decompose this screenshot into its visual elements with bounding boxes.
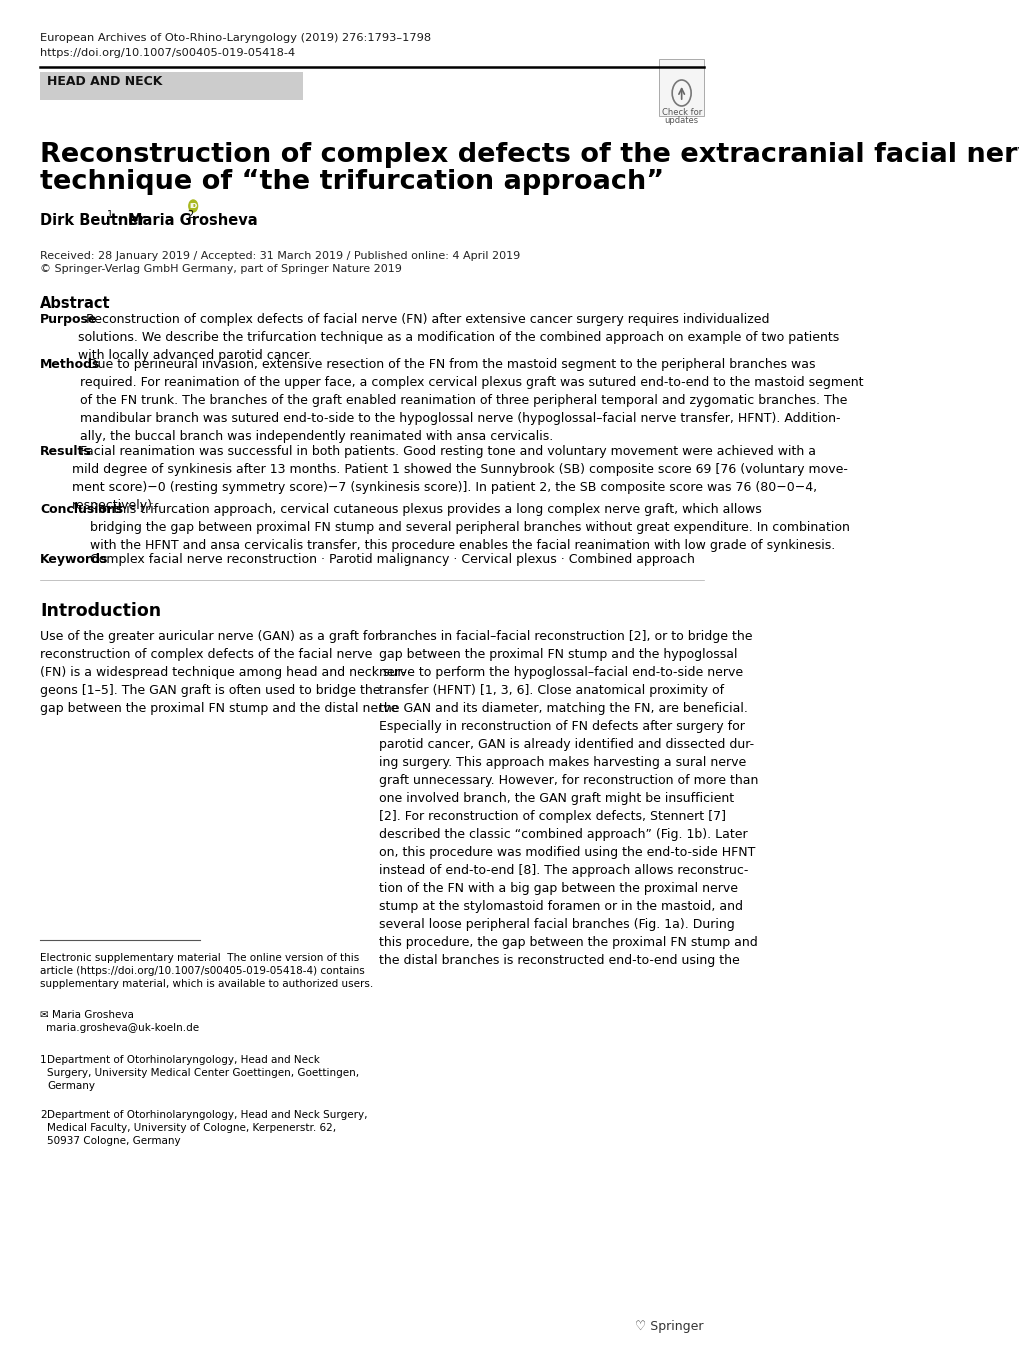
Text: Results: Results xyxy=(40,444,92,458)
Text: 2: 2 xyxy=(40,1110,47,1121)
Text: · Maria Grosheva: · Maria Grosheva xyxy=(112,213,258,228)
Text: 1: 1 xyxy=(107,210,113,220)
Text: HEAD AND NECK: HEAD AND NECK xyxy=(47,75,163,88)
Text: Reconstruction of complex defects of the extracranial facial nerve:: Reconstruction of complex defects of the… xyxy=(40,142,1019,168)
FancyBboxPatch shape xyxy=(40,72,303,100)
Text: Keywords: Keywords xyxy=(40,553,108,566)
Text: Dirk Beutner: Dirk Beutner xyxy=(40,213,146,228)
Text: Introduction: Introduction xyxy=(40,602,161,621)
FancyBboxPatch shape xyxy=(658,60,703,117)
Text: European Archives of Oto-Rhino-Laryngology (2019) 276:1793–1798: European Archives of Oto-Rhino-Laryngolo… xyxy=(40,33,431,43)
Text: Methods: Methods xyxy=(40,358,101,371)
Text: updates: updates xyxy=(664,117,698,125)
Text: maria.grosheva@uk-koeln.de: maria.grosheva@uk-koeln.de xyxy=(46,1023,199,1033)
Text: In this trifurcation approach, cervical cutaneous plexus provides a long complex: In this trifurcation approach, cervical … xyxy=(90,503,849,551)
Text: technique of “the trifurcation approach”: technique of “the trifurcation approach” xyxy=(40,169,663,195)
Text: Due to perineural invasion, extensive resection of the FN from the mastoid segme: Due to perineural invasion, extensive re… xyxy=(81,358,863,443)
Text: © Springer-Verlag GmbH Germany, part of Springer Nature 2019: © Springer-Verlag GmbH Germany, part of … xyxy=(40,264,401,274)
Text: 2: 2 xyxy=(187,210,194,220)
Text: Use of the greater auricular nerve (GAN) as a graft for
reconstruction of comple: Use of the greater auricular nerve (GAN)… xyxy=(40,630,406,715)
Text: Abstract: Abstract xyxy=(40,295,111,312)
Text: Department of Otorhinolaryngology, Head and Neck
Surgery, University Medical Cen: Department of Otorhinolaryngology, Head … xyxy=(47,1056,359,1091)
Text: Check for: Check for xyxy=(661,108,701,117)
Text: 1: 1 xyxy=(40,1056,47,1065)
Text: ✉ Maria Grosheva: ✉ Maria Grosheva xyxy=(40,1009,133,1020)
Text: Facial reanimation was successful in both patients. Good resting tone and volunt: Facial reanimation was successful in bot… xyxy=(72,444,847,512)
Text: Conclusions: Conclusions xyxy=(40,503,123,516)
Text: https://doi.org/10.1007/s00405-019-05418-4: https://doi.org/10.1007/s00405-019-05418… xyxy=(40,47,294,58)
Text: Department of Otorhinolaryngology, Head and Neck Surgery,
Medical Faculty, Unive: Department of Otorhinolaryngology, Head … xyxy=(47,1110,368,1146)
Text: Purpose: Purpose xyxy=(40,313,98,327)
Text: ♡ Springer: ♡ Springer xyxy=(635,1320,703,1333)
Text: branches in facial–facial reconstruction [2], or to bridge the
gap between the p: branches in facial–facial reconstruction… xyxy=(379,630,758,967)
Text: iD: iD xyxy=(189,203,197,209)
Text: Received: 28 January 2019 / Accepted: 31 March 2019 / Published online: 4 April : Received: 28 January 2019 / Accepted: 31… xyxy=(40,251,520,262)
Circle shape xyxy=(189,201,198,211)
Text: Reconstruction of complex defects of facial nerve (FN) after extensive cancer su: Reconstruction of complex defects of fac… xyxy=(77,313,839,362)
Text: Complex facial nerve reconstruction · Parotid malignancy · Cervical plexus · Com: Complex facial nerve reconstruction · Pa… xyxy=(82,553,694,566)
Text: Electronic supplementary material  The online version of this
article (https://d: Electronic supplementary material The on… xyxy=(40,953,373,989)
